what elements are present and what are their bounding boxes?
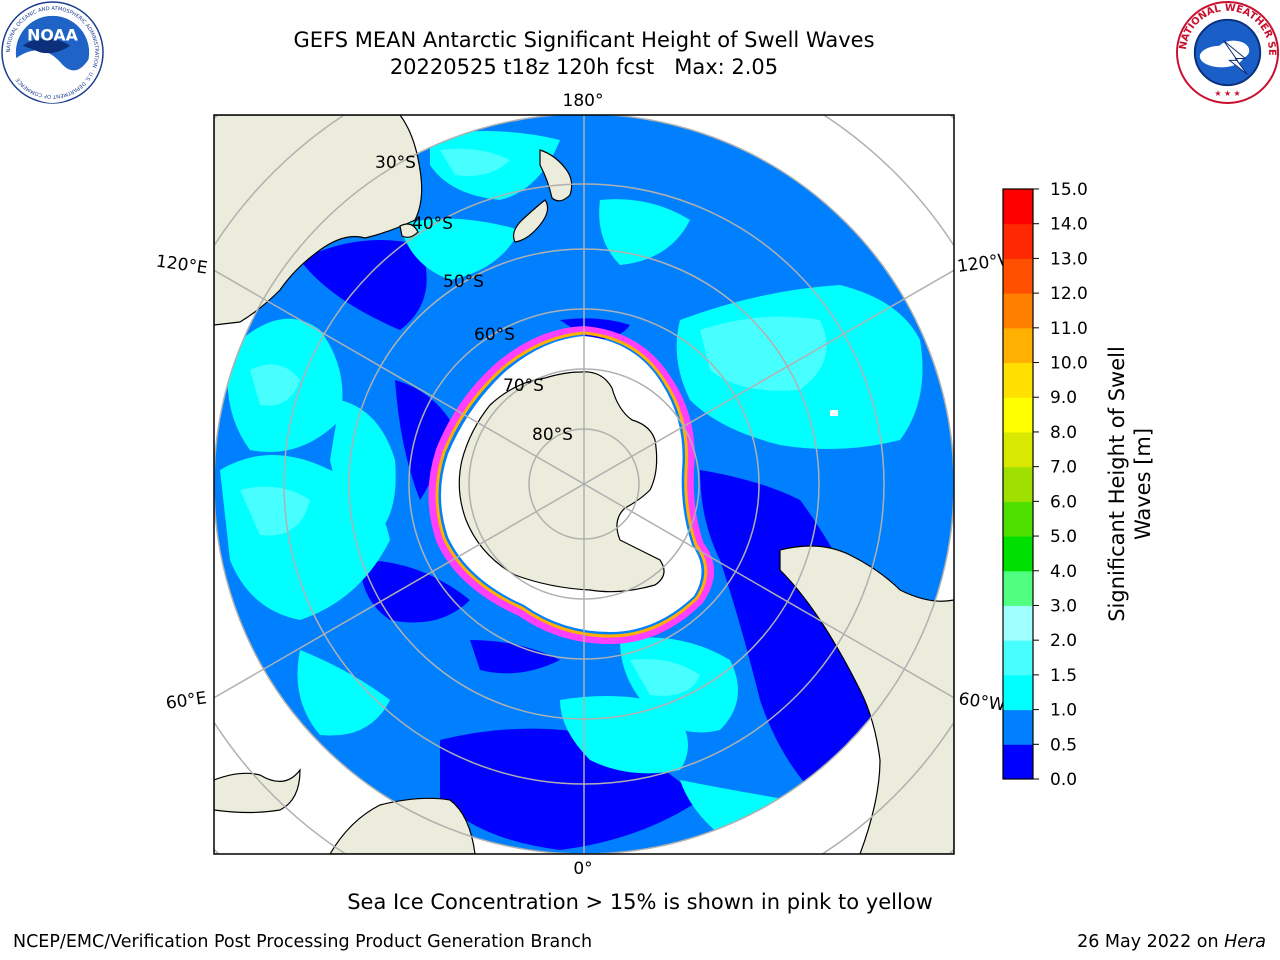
colorbar-tick-label: 0.5: [1050, 735, 1077, 755]
colorbar-segment: [1003, 258, 1033, 294]
colorbar-segment: [1003, 744, 1033, 780]
swell-field: [220, 131, 923, 850]
colorbar-segment: [1003, 327, 1033, 364]
colorbar-segment: [1003, 362, 1033, 398]
colorbar-label-line2: Waves [m]: [1131, 428, 1155, 540]
lon-label-180: 180°: [563, 91, 604, 111]
colorbar-tick-label: 1.5: [1050, 666, 1077, 686]
noaa-logo-text: NOAA: [27, 26, 79, 45]
africa-land: [214, 768, 301, 814]
colorbar-tick-label: 11.0: [1050, 319, 1088, 339]
colorbar-tick-label: 0.0: [1050, 770, 1077, 790]
colorbar-segment: [1003, 674, 1033, 711]
colorbar-segment: [1003, 501, 1033, 537]
chart-title-line1: GEFS MEAN Antarctic Significant Height o…: [293, 28, 875, 52]
lon-label-0: 0°: [573, 859, 592, 879]
colorbar-tick-label: 7.0: [1050, 458, 1077, 478]
colorbar-segment: [1003, 605, 1033, 641]
colorbar-tick-label: 4.0: [1050, 562, 1077, 582]
colorbar-segment: [1003, 536, 1033, 572]
footer-host: Hera: [1224, 932, 1266, 952]
chart-title-line2: 20220525 t18z 120h fcst Max: 2.05: [389, 55, 779, 79]
latitude-labels: 30°S 40°S 50°S 60°S 70°S 80°S: [375, 153, 573, 445]
lat-label-70: 70°S: [503, 376, 544, 396]
australia-land: [214, 115, 423, 326]
lon-label-60w: 60°W: [957, 689, 1006, 715]
colorbar-label-line1: Significant Height of Swell: [1105, 346, 1129, 622]
lat-label-40: 40°S: [412, 214, 453, 234]
continents: [214, 115, 954, 854]
map-frame: [213, 114, 955, 855]
graticule: [214, 115, 954, 854]
colorbar-segment: [1003, 189, 1033, 225]
colorbar-tick-label: 14.0: [1050, 215, 1088, 235]
footer-date-text: 26 May 2022 on: [1077, 932, 1225, 952]
colorbar-segment: [1003, 709, 1033, 745]
new-zealand-land: [539, 149, 573, 202]
colorbar-segment: [1003, 466, 1033, 502]
colorbar-segments: [1003, 189, 1033, 780]
colorbar-tick-label: 10.0: [1050, 354, 1088, 374]
colorbar-tick-label: 12.0: [1050, 284, 1088, 304]
colorbar-segment: [1003, 570, 1033, 606]
colorbar-tick-label: 15.0: [1050, 180, 1088, 200]
colorbar-tick-label: 6.0: [1050, 492, 1077, 512]
colorbar-segment: [1003, 223, 1033, 259]
sea-ice-note: Sea Ice Concentration > 15% is shown in …: [347, 890, 933, 914]
colorbar-frame: [1002, 188, 1034, 780]
antarctica-land: [458, 371, 665, 593]
nws-logo: NATIONAL WEATHER SERVICE ★ ★ ★: [1176, 1, 1279, 104]
colorbar: 0.0 0.5 1.0 1.5 2.0 3.0 4.0 5.0 6.0 7.0 8.0 9.0 10.0…: [1002, 180, 1155, 790]
lat-label-80: 80°S: [532, 425, 573, 445]
colorbar-tick-label: 8.0: [1050, 423, 1077, 443]
lat-label-60: 60°S: [474, 325, 515, 345]
colorbar-tick-label: 13.0: [1050, 249, 1088, 269]
colorbar-tick-label: 3.0: [1050, 596, 1077, 616]
svg-text:★ ★ ★: ★ ★ ★: [1214, 89, 1240, 98]
lat-label-30: 30°S: [375, 153, 416, 173]
colorbar-segment: [1003, 397, 1033, 433]
colorbar-tick-label: 9.0: [1050, 388, 1077, 408]
lat-label-50: 50°S: [443, 272, 484, 292]
colorbar-tick-label: 5.0: [1050, 527, 1077, 547]
colorbar-ticks: 0.0 0.5 1.0 1.5 2.0 3.0 4.0 5.0 6.0 7.0 8.0 9.0 10.0…: [1033, 180, 1088, 790]
lon-label-120e: 120°E: [155, 252, 209, 279]
noaa-logo: NOAA NATIONAL OCEANIC AND ATMOSPHERIC AD…: [1, 1, 104, 104]
colorbar-tick-label: 1.0: [1050, 701, 1077, 721]
colorbar-segment: [1003, 293, 1033, 329]
lon-label-60e: 60°E: [165, 688, 208, 713]
colorbar-segment: [1003, 431, 1033, 468]
colorbar-tick-label: 2.0: [1050, 631, 1077, 651]
footer-date: 26 May 2022 on Hera: [1077, 932, 1266, 952]
footer-branch: NCEP/EMC/Verification Post Processing Pr…: [13, 932, 593, 952]
map-panel: 30°S 40°S 50°S 60°S 70°S 80°S: [214, 115, 954, 854]
colorbar-segment: [1003, 640, 1033, 676]
